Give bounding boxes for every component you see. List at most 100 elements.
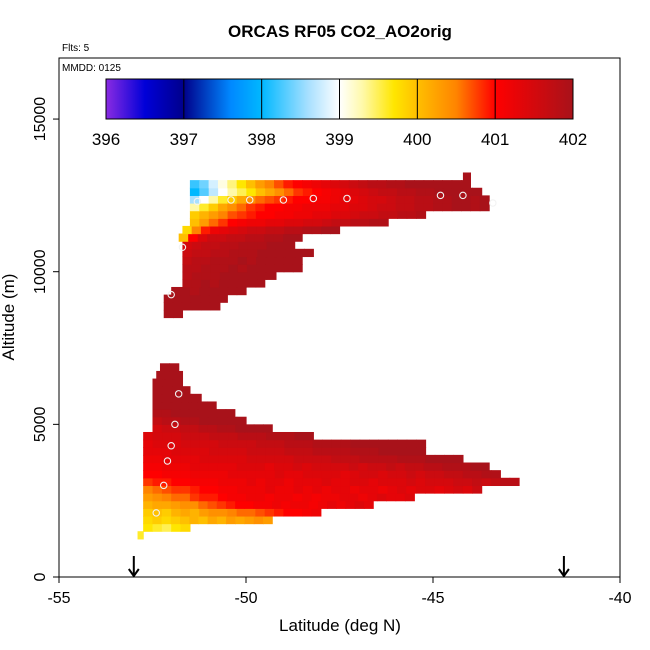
heatmap-cell [358, 462, 369, 471]
heatmap-cell [218, 279, 229, 288]
heatmap-cell [235, 500, 245, 509]
date-label: MMDD: 0125 [62, 63, 121, 74]
heatmap-cell [378, 470, 389, 479]
heatmap-cell [247, 431, 258, 441]
heatmap-cell [349, 485, 360, 494]
heatmap-cell [189, 286, 200, 296]
heatmap-cell [414, 462, 425, 471]
heatmap-cell [253, 500, 264, 509]
heatmap-cell [208, 477, 219, 487]
heatmap-cell [368, 477, 379, 487]
flight-track-marker [152, 509, 160, 517]
heatmap-cell [199, 470, 210, 479]
heatmap-cell [161, 477, 172, 487]
heatmap-cell [339, 180, 350, 189]
heatmap-cell [218, 431, 229, 441]
heatmap-cell [434, 470, 445, 479]
heatmap-cell [197, 401, 208, 410]
heatmap-cell [284, 439, 295, 448]
heatmap-cell [386, 180, 397, 189]
heatmap-cell [376, 180, 387, 189]
heatmap-cell [200, 294, 210, 303]
heatmap-cell [217, 462, 228, 471]
heatmap-cell [209, 279, 220, 288]
heatmap-cell [255, 493, 266, 502]
heatmap-cell [444, 485, 455, 494]
heatmap-cell [237, 477, 248, 487]
heatmap-cell [189, 218, 200, 227]
heatmap-cell [442, 180, 453, 189]
heatmap-cell [331, 218, 342, 227]
heatmap-cell [198, 424, 209, 433]
heatmap-cell [416, 210, 427, 219]
heatmap-cell [227, 470, 238, 479]
heatmap-cell [246, 470, 257, 479]
heatmap-cell [284, 454, 295, 464]
flight-markers [152, 191, 497, 517]
heatmap-cell [218, 485, 229, 494]
heatmap-cell [143, 485, 154, 494]
heatmap-cell [189, 424, 200, 433]
heatmap-cell [330, 203, 341, 212]
heatmap-cell [423, 462, 434, 471]
heatmap-cell [161, 470, 172, 479]
heatmap-cell [293, 225, 304, 235]
heatmap-cell [227, 218, 238, 227]
heatmap-cell [284, 187, 295, 196]
heatmap-cell [237, 470, 248, 479]
heatmap-cell [274, 256, 285, 265]
heatmap-cell [395, 203, 406, 212]
heatmap-cell [312, 218, 323, 227]
colorbar-ticks: 396 397 398 399 400 401 402 [92, 79, 587, 149]
heatmap-cell [415, 470, 426, 479]
heatmap-cell [274, 203, 284, 212]
heatmap-cell [189, 180, 200, 189]
heatmap-cell [321, 187, 332, 196]
heatmap-cell [397, 447, 408, 456]
flight-track-marker [459, 191, 467, 200]
heatmap-cell [348, 493, 359, 502]
heatmap-cell [208, 485, 219, 494]
heatmap-cell [321, 470, 332, 479]
heatmap-cell [237, 485, 248, 494]
heatmap-cell [245, 233, 256, 242]
heatmap-cell [265, 485, 276, 494]
heatmap-cell [219, 271, 230, 280]
heatmap-cell [262, 424, 273, 433]
heatmap-cell [331, 210, 342, 219]
heatmap-cell [292, 233, 303, 242]
heatmap-cell [368, 470, 379, 479]
heatmap-cell [199, 286, 210, 296]
heatmap-cell [490, 477, 501, 487]
heatmap-cell [274, 210, 285, 219]
heatmap-cell [395, 493, 406, 502]
heatmap-cell [303, 454, 314, 464]
heatmap-cell [302, 225, 313, 235]
heatmap-cell [161, 523, 172, 532]
heatmap-cell [152, 500, 163, 509]
y-tick-label: 0 [32, 572, 49, 581]
heatmap-cell [292, 493, 303, 502]
heatmap-cell [406, 477, 417, 487]
heatmap-cell [425, 477, 436, 487]
heatmap-cell [264, 508, 275, 517]
heatmap-cell [378, 485, 389, 494]
heatmap-cell [207, 233, 218, 242]
y-tick-label: 15000 [32, 97, 49, 142]
heatmap-cell [256, 225, 267, 235]
heatmap-cell [236, 508, 247, 517]
heatmap-cell [339, 493, 350, 502]
heatmap-cell [359, 447, 370, 456]
x-axis-label: Latitude (deg N) [279, 616, 401, 635]
heatmap-cell [180, 470, 191, 479]
flight-track-marker [178, 243, 187, 252]
heatmap-cell [189, 210, 200, 219]
heatmap-cell [246, 187, 257, 196]
heatmap-cell [265, 447, 276, 456]
heatmap-cell [228, 264, 239, 273]
heatmap-cell [368, 187, 379, 196]
heatmap-cell [182, 302, 193, 311]
heatmap-cell [462, 485, 473, 494]
heatmap-cell [275, 248, 286, 258]
heatmap-cell [207, 515, 218, 525]
